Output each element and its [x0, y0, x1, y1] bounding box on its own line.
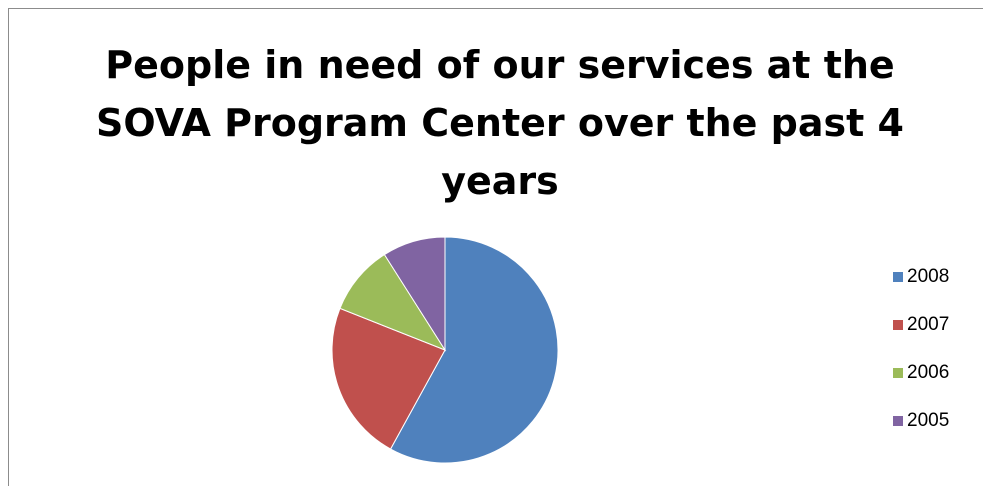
pie-slice-2005 [383, 236, 446, 352]
pie-slice-2007 [331, 307, 446, 450]
chart-title-line-3: years [441, 159, 559, 203]
legend-label-2005: 2005 [907, 410, 950, 431]
legend-swatch-2006 [893, 368, 903, 378]
chart-frame [8, 8, 983, 486]
legend-swatch-2008 [893, 272, 903, 282]
legend-label-2007: 2007 [907, 314, 950, 335]
pie-slice-2008 [389, 236, 559, 464]
chart-title-line-1: People in need of our services at the [105, 43, 895, 87]
legend-label-2006: 2006 [907, 362, 950, 383]
chart-title: People in need of our services at the SO… [60, 36, 940, 210]
legend-swatch-2007 [893, 320, 903, 330]
pie-slice-2006 [339, 253, 447, 352]
legend-label-2008: 2008 [907, 266, 950, 287]
chart-title-line-2: SOVA Program Center over the past 4 [96, 101, 904, 145]
legend-swatch-2005 [893, 416, 903, 426]
